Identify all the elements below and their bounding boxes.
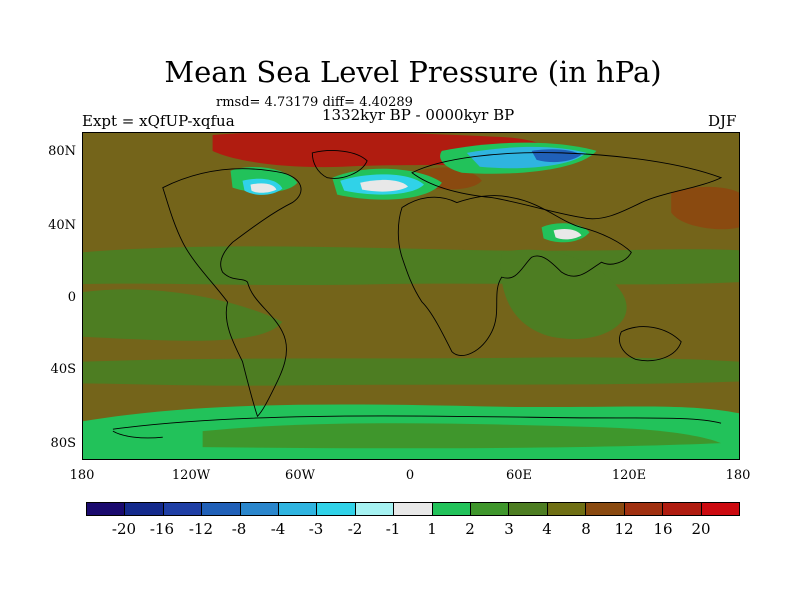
rmsd-diff-stats: rmsd= 4.73179 diff= 4.40289 <box>216 95 413 110</box>
coastlines <box>112 150 723 439</box>
lat-tick-label: 40S <box>50 362 76 377</box>
colorbar-swatch <box>471 503 510 515</box>
lon-tick-label: 180 <box>725 468 751 483</box>
colorbar-label: -8 <box>231 520 247 538</box>
lat-tick-label: 0 <box>67 290 76 305</box>
colorbar-swatch <box>509 503 548 515</box>
northern-tropics-band <box>83 246 739 286</box>
colorbar-label: 8 <box>581 520 591 538</box>
colorbar-swatch <box>125 503 164 515</box>
colorbar-label: -2 <box>347 520 363 538</box>
southern-ocean-band <box>83 357 739 386</box>
colorbar-swatch <box>163 503 203 515</box>
lon-tick-label: 120E <box>611 468 647 483</box>
lon-tick-label: 180 <box>69 468 95 483</box>
pressure-anomaly-map <box>82 132 740 460</box>
colorbar-swatch <box>202 503 241 515</box>
tibet-low-core <box>553 229 582 240</box>
lon-tick-label: 60W <box>285 468 315 483</box>
time-period-label: 1332kyr BP - 0000kyr BP <box>322 106 515 124</box>
colorbar-swatch <box>586 503 625 515</box>
colorbar-swatch <box>279 503 318 515</box>
colorbar-swatch <box>317 503 356 515</box>
north-atlantic-low-core <box>360 179 409 192</box>
hudson-bay-core <box>250 183 277 193</box>
indian-ocean <box>500 249 627 339</box>
lat-tick-label: 80N <box>48 144 76 159</box>
season-label: DJF <box>708 112 737 130</box>
colorbar-swatch <box>87 503 126 515</box>
colorbar-swatch <box>355 503 395 515</box>
lon-tick-label: 0 <box>405 468 415 483</box>
colorbar-label: -3 <box>308 520 324 538</box>
colorbar-label: -20 <box>111 520 137 538</box>
map-title: Mean Sea Level Pressure (in hPa) <box>164 55 662 89</box>
lat-tick-label: 40N <box>48 218 76 233</box>
colorbar-label: 16 <box>653 520 673 538</box>
colorbar-swatch <box>624 503 664 515</box>
colorbar-label: -1 <box>385 520 401 538</box>
colorbar-swatch <box>394 503 433 515</box>
colorbar <box>86 502 740 516</box>
colorbar-label: 3 <box>504 520 514 538</box>
colorbar-swatch <box>240 503 280 515</box>
north-pacific-high <box>671 186 739 230</box>
colorbar-swatch <box>547 503 587 515</box>
colorbar-swatch <box>663 503 702 515</box>
lon-tick-label: 120W <box>171 468 211 483</box>
antarctica-inner <box>202 423 722 449</box>
colorbar-label: 20 <box>691 520 711 538</box>
lat-tick-label: 80S <box>50 436 76 451</box>
experiment-label: Expt = xQfUP-xqfua <box>82 112 235 130</box>
colorbar-label: -16 <box>149 520 175 538</box>
colorbar-label: 2 <box>465 520 475 538</box>
colorbar-label: 12 <box>614 520 634 538</box>
colorbar-label: 4 <box>542 520 552 538</box>
colorbar-label: -4 <box>270 520 286 538</box>
colorbar-swatch <box>432 503 472 515</box>
colorbar-label: -12 <box>188 520 214 538</box>
colorbar-swatch <box>701 503 739 515</box>
lon-tick-label: 60E <box>505 468 533 483</box>
tropical-pacific <box>83 289 283 341</box>
colorbar-label: 1 <box>427 520 437 538</box>
